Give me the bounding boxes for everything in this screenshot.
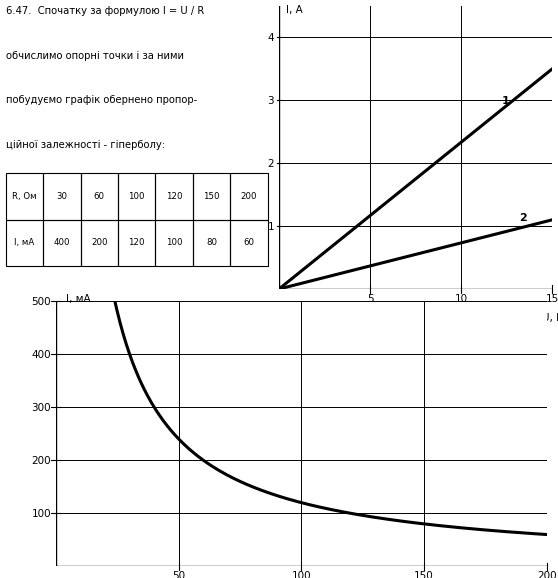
Text: 60: 60 (94, 192, 105, 201)
Text: 80: 80 (206, 238, 217, 247)
Text: 6.47.  Спочатку за формулою I = U / R: 6.47. Спочатку за формулою I = U / R (6, 6, 204, 16)
Text: 100: 100 (128, 192, 145, 201)
Bar (230, 173, 268, 220)
Text: 200: 200 (241, 192, 257, 201)
Bar (43, 173, 80, 220)
Text: I, мА: I, мА (66, 294, 90, 304)
Text: R, Ом: R, Ом (12, 192, 37, 201)
Text: ційної залежності - гіперболу:: ційної залежності - гіперболу: (6, 140, 165, 150)
Bar (156, 173, 193, 220)
Text: 120: 120 (128, 238, 145, 247)
Bar (6, 173, 43, 220)
Bar (118, 220, 156, 266)
Text: 60: 60 (244, 238, 254, 247)
Text: 30: 30 (56, 192, 68, 201)
Text: 150: 150 (204, 192, 220, 201)
Text: побудуємо графік обернено пропор-: побудуємо графік обернено пропор- (6, 95, 197, 105)
Text: I, A: I, A (286, 5, 303, 14)
Text: 1: 1 (502, 97, 509, 106)
Text: 400: 400 (54, 238, 70, 247)
Bar (193, 173, 230, 220)
Text: U, B: U, B (542, 313, 558, 323)
Bar (193, 220, 230, 266)
Text: 120: 120 (166, 192, 182, 201)
Text: обчислимо опорні точки і за ними: обчислимо опорні точки і за ними (6, 51, 184, 61)
Text: 0: 0 (261, 306, 268, 317)
Bar (118, 173, 156, 220)
Bar (80, 173, 118, 220)
Bar (80, 220, 118, 266)
Bar (156, 220, 193, 266)
Text: 100: 100 (166, 238, 182, 247)
Bar (43, 220, 80, 266)
Bar (230, 220, 268, 266)
Text: 2: 2 (519, 213, 527, 223)
Text: 200: 200 (91, 238, 108, 247)
Text: I, мА: I, мА (14, 238, 35, 247)
Bar (6, 220, 43, 266)
